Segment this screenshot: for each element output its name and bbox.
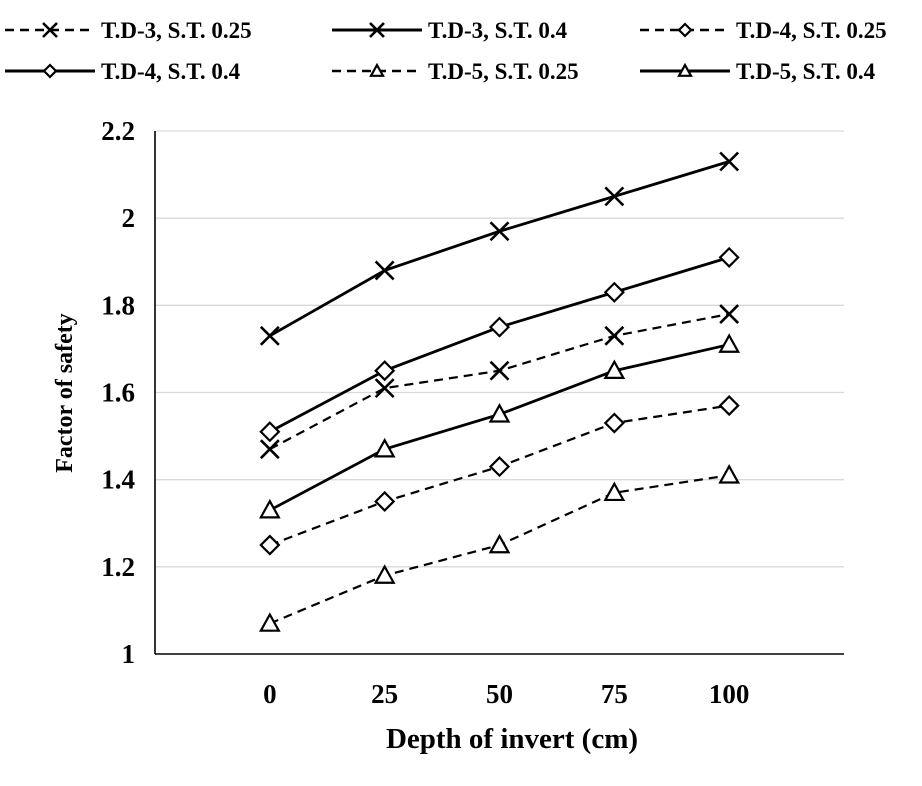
- series-6: [258, 333, 741, 519]
- data-point: [258, 498, 281, 519]
- data-point: [489, 360, 510, 381]
- legend-item: T.D-5, S.T. 0.4: [640, 59, 876, 84]
- data-point: [489, 221, 510, 242]
- y-tick-label: 1.2: [101, 552, 135, 582]
- data-point: [373, 437, 396, 458]
- y-tick-label: 1.6: [101, 378, 135, 408]
- legend-marker: [677, 62, 693, 77]
- x-tick-label: 75: [601, 679, 628, 709]
- data-point: [374, 490, 396, 513]
- data-point: [603, 481, 626, 502]
- grid-lines: [155, 130, 844, 568]
- legend-label: T.D-5, S.T. 0.4: [736, 59, 876, 84]
- data-point: [259, 421, 281, 443]
- legend-label: T.D-4, S.T. 0.4: [101, 59, 241, 84]
- data-point: [374, 260, 395, 281]
- x-axis-title: Depth of invert (cm): [386, 723, 638, 755]
- data-point: [374, 360, 396, 382]
- axes: 1 1.2 1.4 1.6 1.8 2 2.2 0 25 50 75 100: [101, 116, 844, 709]
- data-point: [604, 325, 625, 346]
- y-tick-label: 2.2: [101, 116, 135, 146]
- data-point: [718, 333, 741, 353]
- legend-marker: [369, 22, 385, 38]
- legend: T.D-3, S.T. 0.25 T.D-3, S.T. 0.4 T.D-4, S.…: [5, 18, 887, 84]
- series-1: [259, 304, 740, 460]
- data-point: [259, 325, 280, 346]
- x-tick-label: 0: [263, 679, 277, 709]
- y-tick-label: 2: [122, 203, 136, 233]
- data-point: [718, 464, 741, 484]
- series-layer: [258, 151, 741, 632]
- data-point: [604, 186, 625, 207]
- series-2: [259, 151, 740, 346]
- legend-marker: [42, 22, 58, 38]
- data-point: [488, 456, 511, 478]
- legend-item: T.D-5, S.T. 0.25: [332, 59, 579, 84]
- series-4: [259, 246, 740, 443]
- legend-item: T.D-4, S.T. 0.25: [640, 18, 887, 43]
- data-point: [488, 316, 511, 338]
- data-point: [374, 378, 395, 399]
- data-point: [373, 564, 396, 584]
- data-point: [718, 246, 740, 268]
- data-point: [603, 281, 625, 303]
- y-tick-label: 1.8: [101, 290, 135, 320]
- x-tick-label: 100: [709, 679, 750, 709]
- data-point: [488, 533, 511, 554]
- legend-item: T.D-4, S.T. 0.4: [5, 59, 241, 84]
- legend-marker: [677, 22, 693, 38]
- legend-marker: [369, 62, 385, 77]
- data-point: [718, 395, 740, 417]
- legend-item: T.D-3, S.T. 0.25: [5, 18, 252, 43]
- data-point: [258, 612, 281, 632]
- data-point: [259, 439, 280, 460]
- data-point: [603, 359, 626, 380]
- data-point: [719, 151, 740, 172]
- y-axis-title: Factor of safety: [52, 313, 78, 473]
- x-tick-label: 25: [371, 679, 398, 709]
- y-tick-label: 1.4: [101, 465, 135, 495]
- data-point: [603, 412, 625, 434]
- data-point: [488, 403, 511, 423]
- data-point: [719, 304, 740, 324]
- series-3: [259, 395, 740, 556]
- legend-marker: [42, 63, 58, 79]
- series-5: [258, 464, 741, 632]
- x-tick-label: 50: [486, 679, 513, 709]
- data-point: [259, 534, 281, 556]
- y-tick-label: 1: [122, 639, 136, 669]
- legend-label: T.D-3, S.T. 0.25: [101, 18, 252, 43]
- legend-item: T.D-3, S.T. 0.4: [332, 18, 568, 43]
- legend-label: T.D-5, S.T. 0.25: [428, 59, 579, 84]
- legend-label: T.D-3, S.T. 0.4: [428, 18, 568, 43]
- legend-label: T.D-4, S.T. 0.25: [736, 18, 887, 43]
- series-line: [269, 160, 730, 338]
